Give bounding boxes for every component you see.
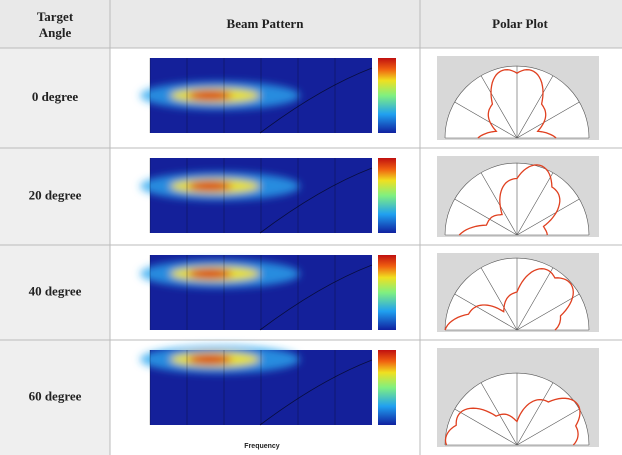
row-label: 20 degree (29, 187, 82, 202)
row-label: 40 degree (29, 283, 82, 298)
row-label: 60 degree (29, 388, 82, 403)
blob (188, 181, 232, 191)
header-cell: Polar Plot (492, 16, 548, 31)
heatmap-blobs (140, 345, 300, 373)
x-axis-label: Frequency (244, 443, 280, 450)
colorbar (378, 58, 396, 133)
colorbar (378, 158, 396, 233)
heatmap-blobs (140, 172, 300, 200)
colorbar (378, 255, 396, 330)
blob (188, 91, 232, 101)
colorbar (378, 350, 396, 425)
blob (188, 354, 232, 364)
heatmap-blobs (140, 82, 300, 110)
figure-table: TargetAngle Beam Pattern Polar Plot 0 de… (0, 0, 622, 455)
row-label: 0 degree (32, 89, 79, 104)
blob (188, 269, 232, 279)
heatmap-blobs (140, 260, 300, 288)
header-cell: Beam Pattern (227, 16, 305, 31)
